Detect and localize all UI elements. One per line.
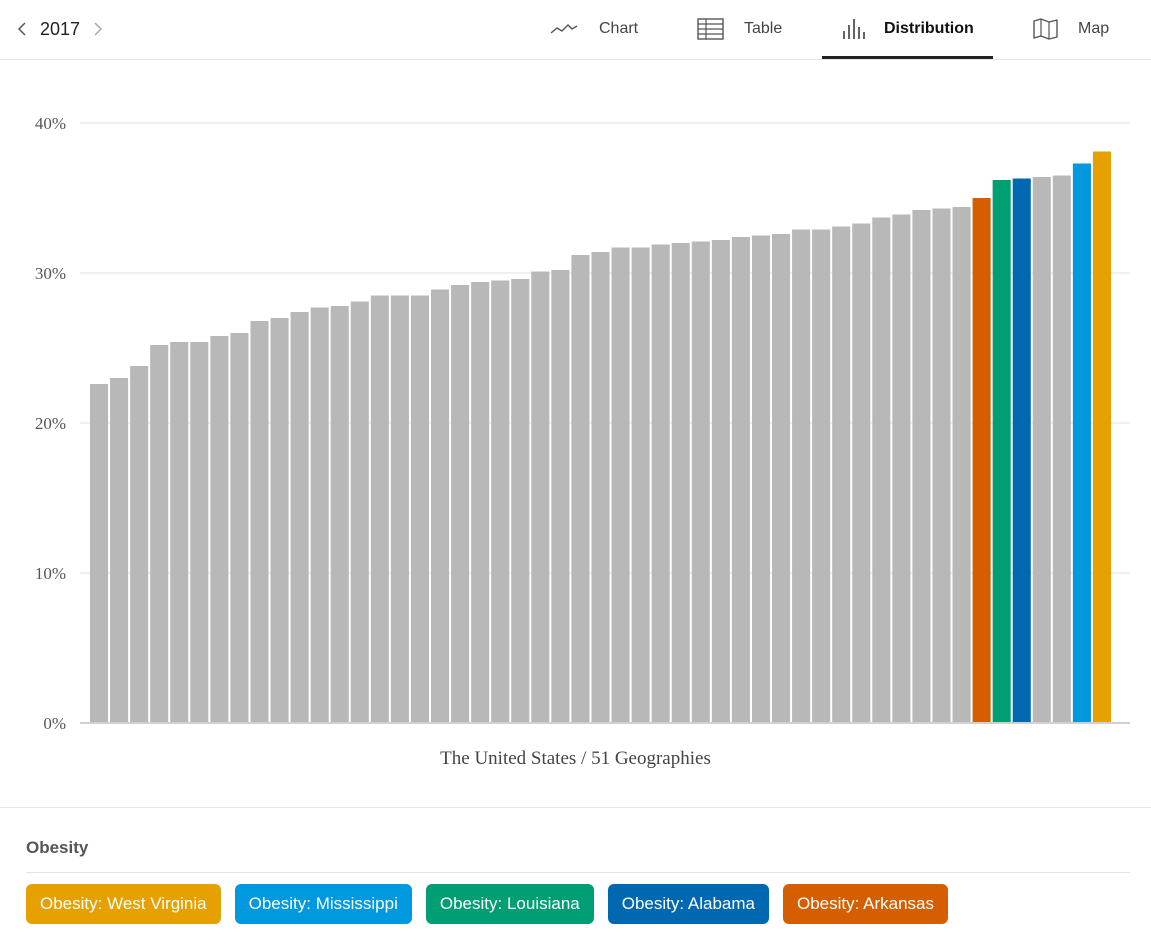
- bar[interactable]: [571, 255, 590, 722]
- tab-distribution-label: Distribution: [884, 20, 974, 37]
- x-axis-label: The United States / 51 Geographies: [440, 748, 711, 769]
- bar[interactable]: [270, 318, 289, 722]
- legend-chip-louisiana[interactable]: Obesity: Louisiana: [425, 884, 594, 924]
- bar[interactable]: [471, 282, 490, 722]
- y-tick-label: 30%: [35, 264, 66, 283]
- bar[interactable]: [812, 229, 831, 723]
- bar[interactable]: [431, 289, 450, 723]
- bar[interactable]: [691, 241, 710, 723]
- tab-table[interactable]: Table: [697, 0, 782, 58]
- y-tick-label: 0%: [43, 714, 66, 733]
- bar[interactable]: [150, 345, 169, 722]
- bar[interactable]: [350, 301, 369, 723]
- y-tick-label: 10%: [35, 564, 66, 583]
- top-bar: 2017 Chart Table Distribution: [0, 0, 1151, 60]
- bar[interactable]: [250, 321, 269, 722]
- tab-map-label: Map: [1078, 20, 1110, 37]
- tab-chart-label: Chart: [599, 20, 639, 37]
- bar[interactable]: [370, 295, 389, 723]
- bar[interactable]: [651, 244, 670, 723]
- bar[interactable]: [531, 271, 550, 723]
- bar[interactable]: [110, 378, 129, 722]
- legend-chips: Obesity: West Virginia Obesity: Mississi…: [26, 884, 949, 924]
- y-tick-label: 40%: [35, 114, 66, 133]
- bar[interactable]: [631, 247, 650, 723]
- bar[interactable]: [210, 336, 229, 722]
- distribution-icon: [842, 18, 866, 40]
- legend-chip-alabama[interactable]: Obesity: Alabama: [607, 884, 769, 924]
- chevron-left-icon[interactable]: [14, 15, 30, 43]
- bar[interactable]: [130, 366, 149, 722]
- bar[interactable]: [1032, 177, 1051, 722]
- map-icon: [1033, 18, 1058, 40]
- bar-highlighted[interactable]: [1012, 178, 1031, 723]
- tab-table-label: Table: [744, 20, 783, 37]
- bar[interactable]: [551, 270, 570, 722]
- bar[interactable]: [310, 307, 329, 723]
- bar[interactable]: [511, 279, 530, 722]
- y-tick-label: 20%: [35, 414, 66, 433]
- tab-map[interactable]: Map: [1033, 0, 1109, 58]
- view-tabs: Chart Table Distribution Map: [0, 0, 1151, 60]
- table-icon: [697, 18, 724, 40]
- legend-chip-west-virginia[interactable]: Obesity: West Virginia: [26, 884, 221, 924]
- legend-chip-mississippi[interactable]: Obesity: Mississippi: [234, 884, 412, 924]
- bar[interactable]: [410, 295, 429, 723]
- bar[interactable]: [591, 252, 610, 722]
- year-navigator: 2017: [14, 14, 106, 44]
- bar[interactable]: [912, 210, 931, 722]
- bar[interactable]: [711, 240, 730, 722]
- year-label: 2017: [40, 18, 81, 39]
- bar[interactable]: [852, 223, 871, 723]
- legend-divider: [26, 872, 1130, 873]
- bar-highlighted[interactable]: [992, 180, 1011, 722]
- distribution-chart: 0% 10% 20% 30% 40% The United States / 51 Ge…: [0, 60, 1151, 808]
- chart-canvas: 0% 10% 20% 30% 40%: [35, 114, 1130, 733]
- bar[interactable]: [751, 235, 770, 723]
- bar[interactable]: [952, 207, 971, 722]
- bar[interactable]: [491, 280, 510, 723]
- line-chart-icon: [550, 22, 578, 36]
- bar[interactable]: [190, 342, 209, 722]
- bar[interactable]: [90, 384, 109, 722]
- bar[interactable]: [451, 285, 470, 722]
- bar[interactable]: [170, 342, 189, 722]
- bar[interactable]: [731, 237, 750, 722]
- bar[interactable]: [671, 243, 690, 722]
- bar[interactable]: [330, 306, 349, 722]
- bar[interactable]: [932, 208, 951, 723]
- chevron-right-icon[interactable]: [90, 15, 106, 43]
- tab-distribution[interactable]: Distribution: [822, 0, 993, 59]
- bar[interactable]: [290, 312, 309, 722]
- bar[interactable]: [892, 214, 911, 723]
- bar[interactable]: [230, 333, 249, 722]
- bar[interactable]: [872, 217, 891, 723]
- bar-highlighted[interactable]: [1092, 151, 1111, 723]
- bar[interactable]: [792, 229, 811, 723]
- bar[interactable]: [611, 247, 630, 723]
- bar[interactable]: [390, 295, 409, 723]
- bar-highlighted[interactable]: [972, 198, 991, 722]
- legend-chip-arkansas[interactable]: Obesity: Arkansas: [783, 884, 949, 924]
- bar[interactable]: [772, 234, 791, 722]
- tab-chart[interactable]: Chart: [550, 0, 638, 58]
- bar-highlighted[interactable]: [1072, 163, 1091, 723]
- bar[interactable]: [1052, 175, 1071, 723]
- legend-title: Obesity: [26, 838, 89, 857]
- bar[interactable]: [832, 226, 851, 723]
